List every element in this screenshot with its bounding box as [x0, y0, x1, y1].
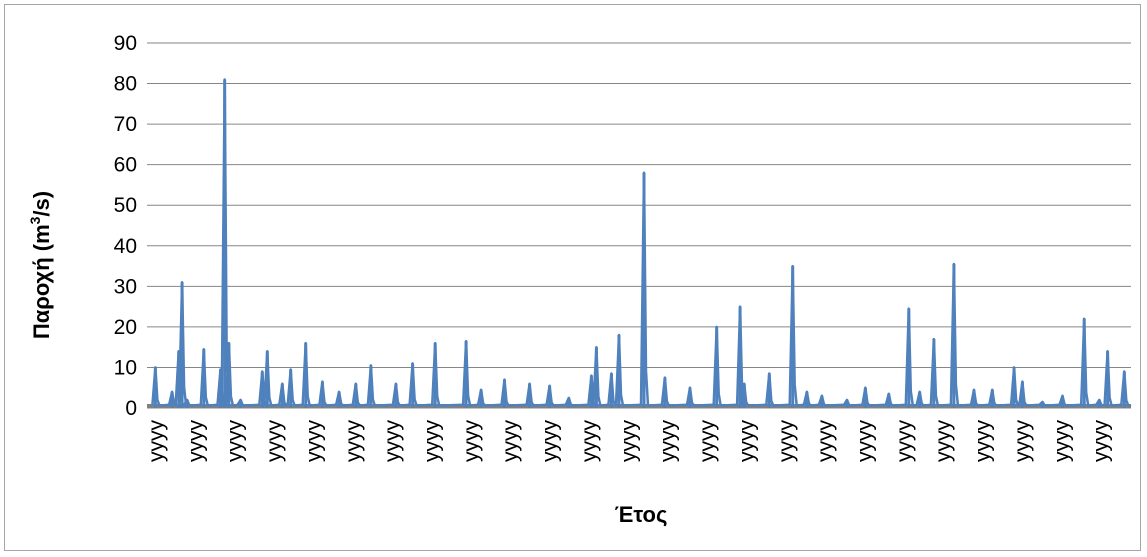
y-axis-ticks: 0 10 20 30 40 50 60 70 80 90 — [114, 32, 137, 420]
x-tick-label: yyyy — [1050, 420, 1073, 463]
x-tick-label: yyyy — [617, 420, 640, 463]
y-tick-label: 10 — [114, 356, 137, 379]
x-tick-label: yyyy — [145, 420, 168, 463]
x-tick-label: yyyy — [932, 420, 955, 463]
x-axis-ticks: yyyy yyyy yyyy yyyy yyyy yyyy yyyy yyyy yyyy yyyy… — [145, 420, 1113, 463]
x-tick-label: yyyy — [1011, 420, 1034, 463]
x-tick-label: yyyy — [893, 420, 916, 463]
x-tick-label: yyyy — [814, 420, 837, 463]
y-tick-label: 70 — [114, 113, 137, 136]
gridlines — [147, 42, 1131, 409]
series-line — [151, 78, 1132, 408]
x-tick-label: yyyy — [184, 420, 207, 463]
y-tick-label: 30 — [114, 275, 137, 298]
x-tick-label: yyyy — [342, 420, 365, 463]
x-tick-label: yyyy — [381, 420, 404, 463]
y-tick-label: 60 — [114, 154, 137, 177]
x-tick-label: yyyy — [499, 420, 522, 463]
y-tick-label: 80 — [114, 73, 137, 96]
chart-frame: 0 10 20 30 40 50 60 70 80 90 yyyy yyyy yyyy yyyy yyyy… — [4, 4, 1141, 551]
x-tick-label: yyyy — [657, 420, 680, 463]
x-tick-label: yyyy — [263, 420, 286, 463]
y-axis-title: Παροχή (m3/s) — [27, 191, 54, 339]
y-tick-label: 50 — [114, 194, 137, 217]
y-tick-label: 20 — [114, 316, 137, 339]
x-tick-label: yyyy — [421, 420, 444, 463]
x-tick-label: yyyy — [224, 420, 247, 463]
x-tick-label: yyyy — [775, 420, 798, 463]
y-tick-label: 0 — [125, 397, 137, 420]
y-tick-label: 90 — [114, 32, 137, 55]
x-tick-label: yyyy — [539, 420, 562, 463]
x-tick-label: yyyy — [1090, 420, 1113, 463]
x-tick-label: yyyy — [302, 420, 325, 463]
x-tick-label: yyyy — [578, 420, 601, 463]
x-tick-label: yyyy — [735, 420, 758, 463]
x-tick-label: yyyy — [853, 420, 876, 463]
y-tick-label: 40 — [114, 235, 137, 258]
x-tick-label: yyyy — [460, 420, 483, 463]
x-tick-label: yyyy — [696, 420, 719, 463]
x-tick-label: yyyy — [972, 420, 995, 463]
series-layer — [147, 78, 1132, 408]
x-axis-title: Έτος — [615, 502, 668, 527]
